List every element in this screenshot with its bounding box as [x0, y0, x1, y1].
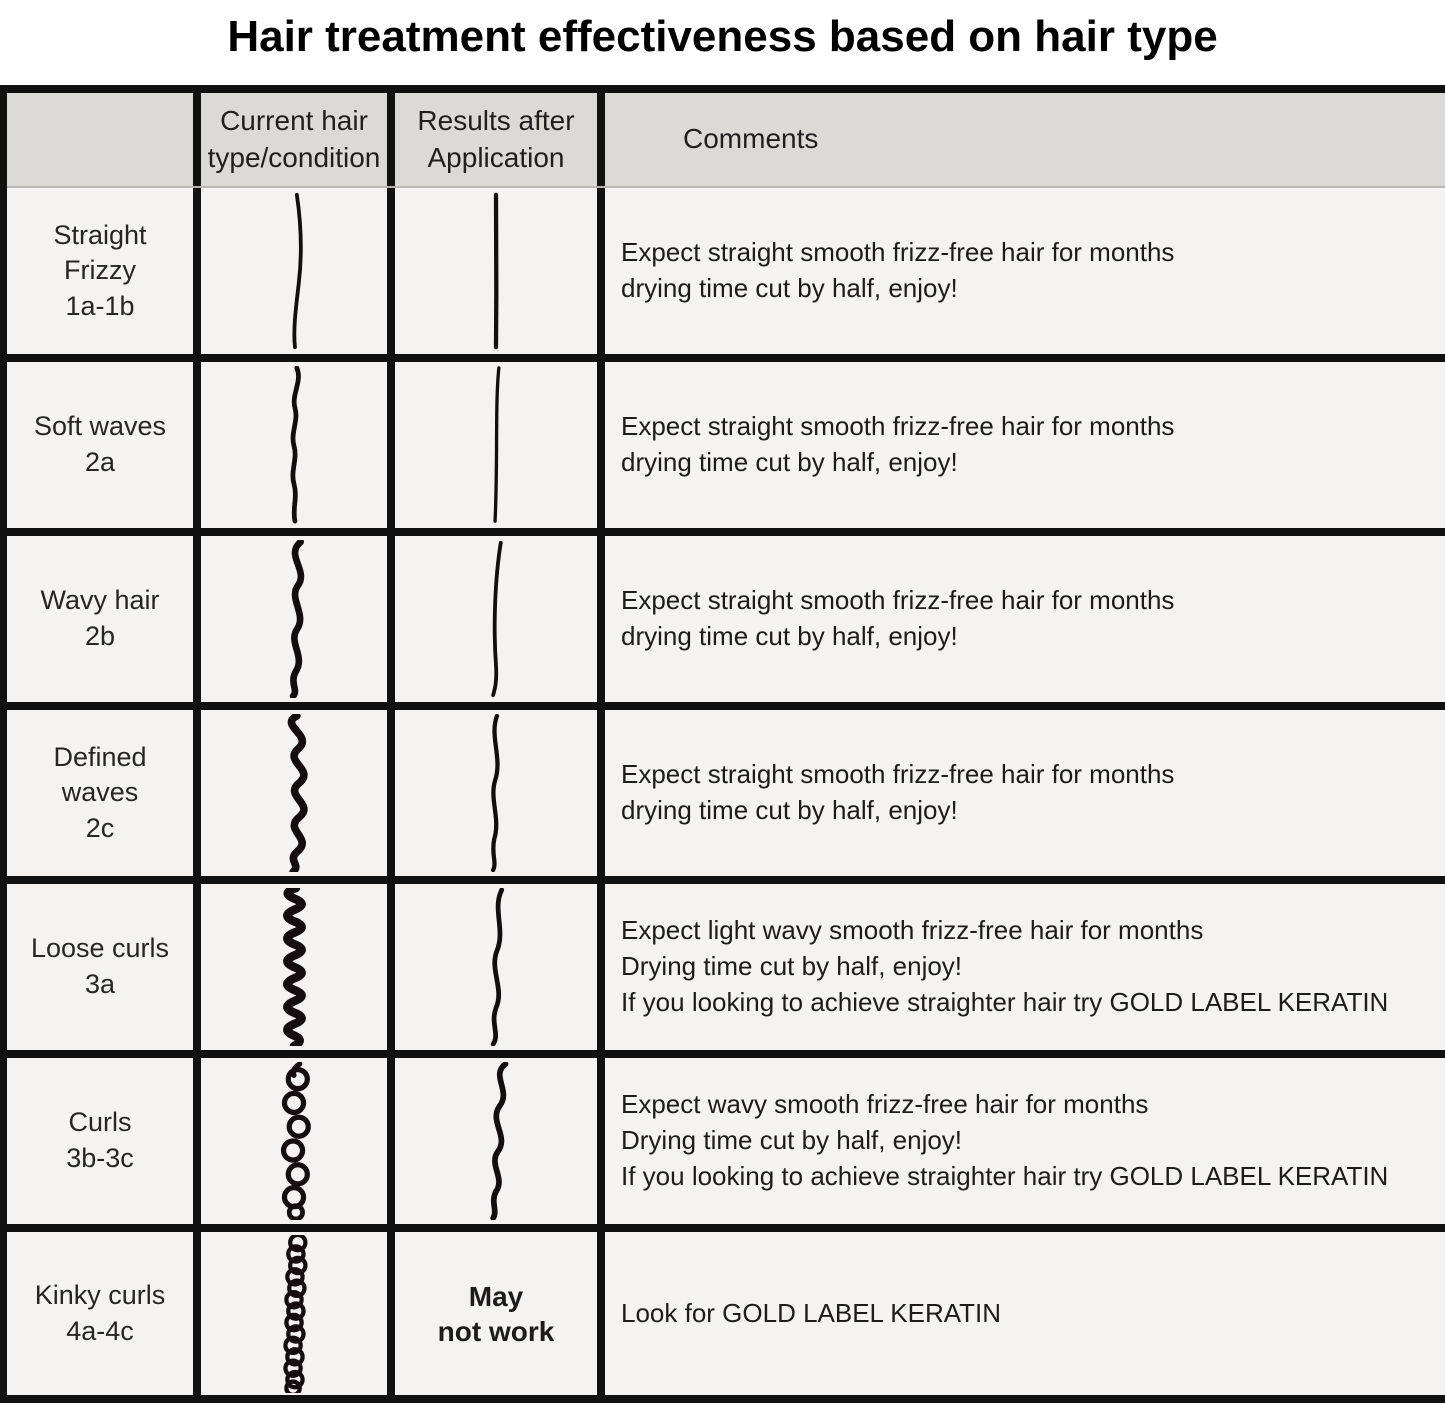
row-label: Loose curls 3a [30, 933, 170, 999]
current-hair-cell [193, 536, 387, 702]
near-straight-strand-icon [491, 540, 503, 698]
straight-strand-icon [493, 366, 501, 523]
table-row: Soft waves 2a Expect straight smooth fri… [7, 362, 1445, 536]
table-row: Defined waves 2c Expect straight smooth … [7, 710, 1445, 884]
result-cell [387, 1058, 597, 1224]
table-row: Kinky curls 4a-4c May not work [7, 1232, 1445, 1403]
loose-curl-strand-icon [283, 888, 306, 1046]
table-row: Wavy hair 2b Expect straight smooth friz… [7, 536, 1445, 710]
light-wave-strand-icon [490, 888, 505, 1046]
row-label: Curls 3b-3c [66, 1107, 134, 1173]
straight-frizzy-strand-icon [292, 192, 303, 350]
result-cell [387, 536, 597, 702]
result-cell [387, 188, 597, 354]
result-cell [387, 884, 597, 1050]
current-hair-cell [193, 188, 387, 354]
row-label: Wavy hair 2b [40, 585, 160, 651]
result-cell: May not work [387, 1232, 597, 1395]
header-current-hair: Current hair type/condition [193, 93, 387, 186]
comment-cell: Expect wavy smooth frizz-free hair for m… [597, 1058, 1445, 1224]
gentle-wave-strand-icon [491, 714, 500, 872]
wavy-strand-icon [289, 540, 305, 698]
defined-wave-strand-icon [287, 714, 308, 872]
result-cell [387, 710, 597, 876]
comment-cell: Look for GOLD LABEL KERATIN [597, 1232, 1445, 1395]
current-hair-cell [193, 1058, 387, 1224]
current-hair-cell [193, 362, 387, 528]
row-label: Soft waves 2a [33, 411, 167, 477]
wavy-result-strand-icon [490, 1062, 509, 1220]
header-results-after: Results after Application [387, 93, 597, 186]
hair-treatment-table: Current hair type/condition Results afte… [0, 85, 1445, 1403]
soft-wave-strand-icon [290, 366, 301, 524]
comment-cell: Expect straight smooth frizz-free hair f… [597, 710, 1445, 876]
curl-loops-strand-icon [280, 1062, 311, 1220]
current-hair-cell [193, 710, 387, 876]
row-label: Defined waves 2c [53, 741, 147, 843]
page-title: Hair treatment effectiveness based on ha… [227, 12, 1218, 61]
comment-cell: Expect straight smooth frizz-free hair f… [597, 536, 1445, 702]
header-comments: Comments [597, 93, 1445, 186]
row-label: Kinky curls 4a-4c [34, 1279, 166, 1346]
kinky-coil-strand-icon [283, 1234, 308, 1393]
result-text: May not work [437, 1280, 555, 1347]
table-row: Curls 3b-3c Expect wavy smooth frizz-fre… [7, 1058, 1445, 1232]
comment-cell: Expect straight smooth frizz-free hair f… [597, 188, 1445, 354]
comment-cell: Expect straight smooth frizz-free hair f… [597, 362, 1445, 528]
current-hair-cell [193, 1232, 387, 1395]
header-row-label [7, 93, 193, 186]
straight-strand-icon [493, 192, 499, 350]
result-cell [387, 362, 597, 528]
comment-cell: Expect light wavy smooth frizz-free hair… [597, 884, 1445, 1050]
table-row: Straight Frizzy 1a-1b Expect straight sm… [7, 188, 1445, 362]
row-label: Straight Frizzy 1a-1b [53, 219, 147, 321]
current-hair-cell [193, 884, 387, 1050]
table-header-row: Current hair type/condition Results afte… [7, 93, 1445, 188]
table-row: Loose curls 3a Expect light wavy smooth … [7, 884, 1445, 1058]
